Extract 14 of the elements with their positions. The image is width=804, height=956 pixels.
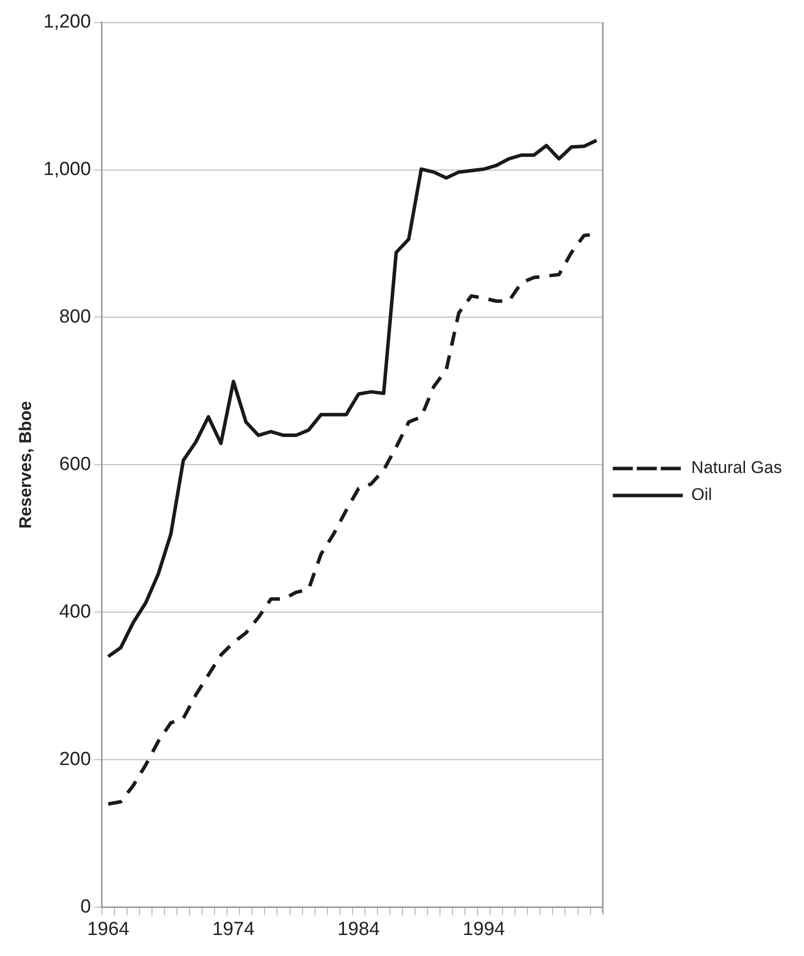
x-tick-label: 1964 bbox=[87, 918, 130, 940]
y-tick-label: 1,000 bbox=[43, 159, 91, 180]
y-tick-label: 400 bbox=[59, 602, 91, 622]
y-tick-label: 600 bbox=[59, 454, 91, 476]
x-tick-label: 1994 bbox=[462, 918, 506, 940]
legend-label: Natural Gas bbox=[691, 458, 782, 478]
y-tick-label: 0 bbox=[80, 896, 91, 918]
y-tick-label: 800 bbox=[59, 306, 91, 328]
x-tick-label: 1974 bbox=[212, 918, 255, 940]
legend-label: Oil bbox=[691, 485, 712, 504]
x-tick-label: 1984 bbox=[337, 918, 380, 940]
y-tick-label: 1,200 bbox=[43, 12, 91, 33]
y-tick-label: 200 bbox=[59, 748, 91, 770]
y-axis-title: Reserves, Bboe bbox=[16, 401, 35, 529]
